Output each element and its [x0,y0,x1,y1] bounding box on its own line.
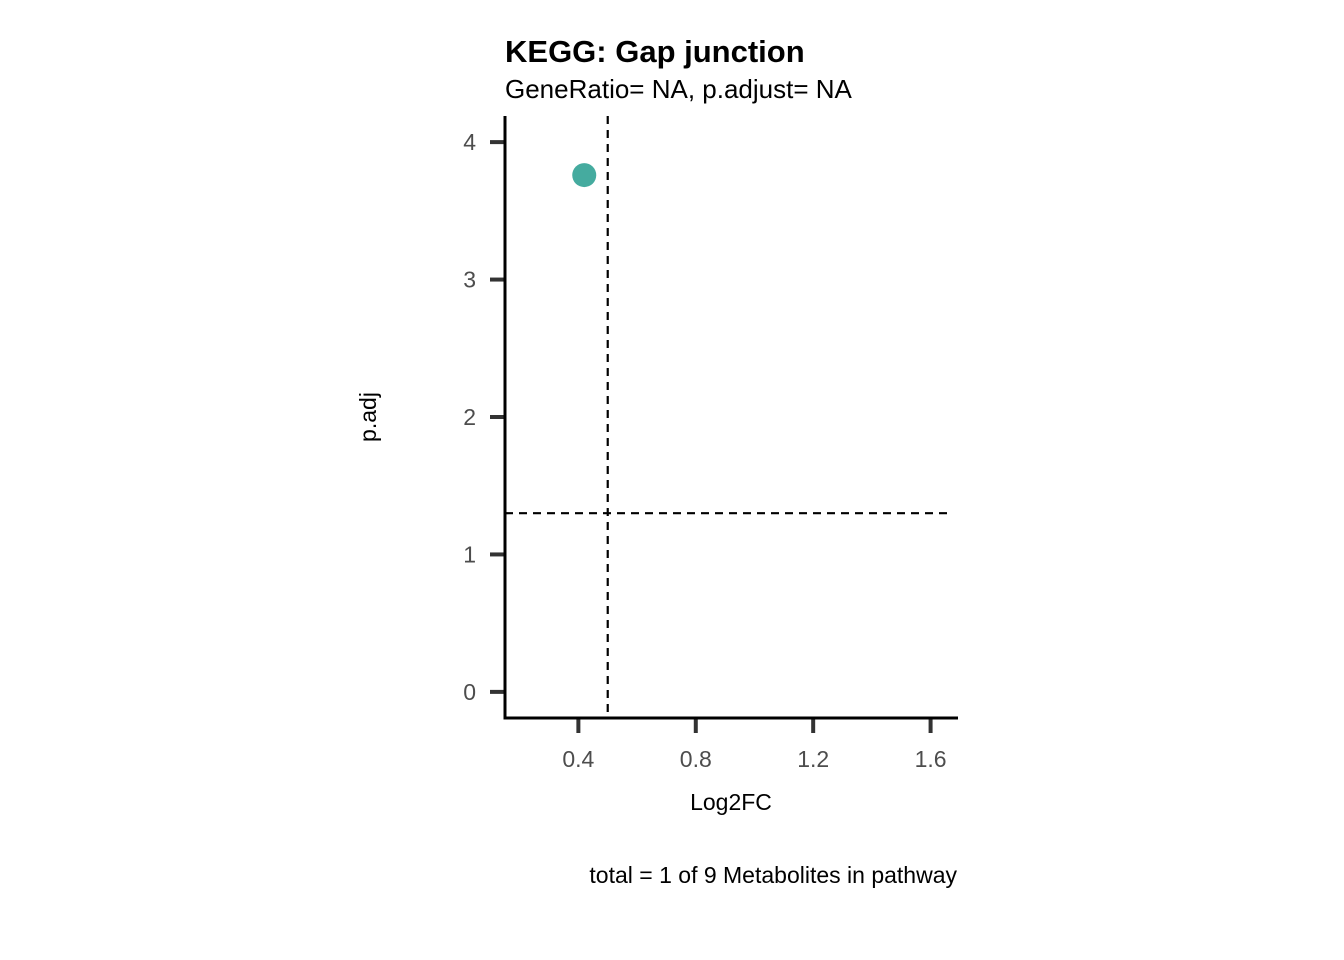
data-points [572,163,597,188]
y-tick-label: 1 [463,541,476,567]
x-tick-label: 1.2 [797,746,829,772]
y-tick-label: 2 [463,404,476,430]
chart-caption: total = 1 of 9 Metabolites in pathway [589,862,957,888]
y-axis-title: p.adj [355,392,381,442]
x-tick-label: 1.6 [915,746,947,772]
x-axis-title: Log2FC [690,789,772,815]
y-tick-label: 0 [463,679,476,705]
axis-ticks: 0 1 2 3 4 0.4 0.8 1.2 1.6 [463,129,946,772]
y-tick-label: 3 [463,267,476,293]
y-tick-label: 4 [463,129,476,155]
x-tick-label: 0.8 [680,746,712,772]
chart-subtitle: GeneRatio= NA, p.adjust= NA [505,74,853,104]
reference-lines [505,116,949,718]
x-tick-label: 0.4 [562,746,594,772]
chart-title: KEGG: Gap junction [505,34,805,69]
data-point [572,163,597,188]
